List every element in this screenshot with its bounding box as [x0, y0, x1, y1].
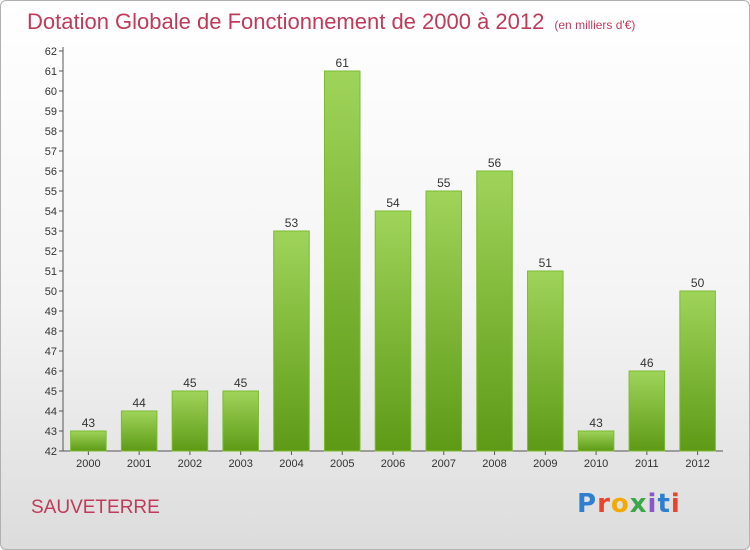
commune-name: SAUVETERRE [31, 497, 160, 518]
x-tick-label-2006: 2006 [381, 458, 405, 470]
chart-bars: 43 44 45 45 53 61 54 55 56 51 43 46 50 [70, 56, 716, 452]
y-tick-label: 46 [45, 366, 57, 378]
y-tick-label: 61 [45, 66, 57, 78]
x-tick-label-2001: 2001 [127, 458, 151, 470]
y-tick-label: 55 [45, 186, 57, 198]
data-label-2000: 43 [82, 416, 96, 430]
logo-letter: r [597, 489, 611, 519]
y-tick-label: 45 [45, 386, 57, 398]
bar-2005[interactable] [323, 70, 361, 452]
x-tick-label-2000: 2000 [76, 458, 100, 470]
data-label-2005: 61 [336, 56, 350, 70]
chart-unit: (en milliers d'€) [554, 18, 636, 32]
x-tick-label-2003: 2003 [228, 458, 252, 470]
y-tick-label: 50 [45, 286, 57, 298]
data-label-2012: 50 [691, 276, 705, 290]
bar-2011[interactable] [628, 370, 666, 452]
data-label-2006: 54 [386, 196, 400, 210]
y-tick-label: 58 [45, 126, 57, 138]
data-label-2002: 45 [183, 376, 197, 390]
data-label-2010: 43 [589, 416, 603, 430]
data-label-2011: 46 [640, 356, 654, 370]
y-tick-label: 43 [45, 426, 57, 438]
x-tick-label-2005: 2005 [330, 458, 354, 470]
x-tick-label-2011: 2011 [635, 458, 659, 470]
bar-2008[interactable] [476, 170, 513, 452]
x-tick-label-2009: 2009 [533, 458, 557, 470]
chart-title-text: Dotation Globale de Fonctionnement de 20… [27, 9, 545, 34]
y-tick-label: 62 [45, 46, 57, 58]
bar-2007[interactable] [425, 190, 463, 452]
bar-2002[interactable] [171, 390, 209, 452]
data-label-2004: 53 [285, 216, 299, 230]
x-tick-label-2012: 2012 [685, 458, 709, 470]
bar-2004[interactable] [273, 230, 310, 452]
bar-2009[interactable] [527, 270, 564, 452]
logo-letter: P [577, 489, 598, 519]
y-tick-label: 49 [45, 306, 57, 318]
bar-2000[interactable] [70, 430, 107, 452]
x-tick-label-2002: 2002 [178, 458, 202, 470]
proxiti-logo[interactable]: Proxiti [577, 489, 681, 519]
y-tick-label: 59 [45, 106, 57, 118]
y-tick-label: 42 [45, 446, 57, 458]
data-label-2007: 55 [437, 176, 451, 190]
bar-2003[interactable] [222, 390, 259, 452]
logo-letter: i [670, 489, 681, 519]
y-tick-label: 57 [45, 146, 57, 158]
bar-2006[interactable] [374, 210, 412, 452]
bar-2010[interactable] [577, 430, 615, 452]
y-tick-label: 60 [45, 86, 57, 98]
logo-letter: x [629, 489, 648, 519]
chart-axes: 42 43 44 45 46 47 48 49 50 51 52 53 54 55 56 57 58 59 60 61… [45, 46, 723, 470]
y-tick-label: 56 [45, 166, 57, 178]
bar-2001[interactable] [120, 410, 158, 452]
y-tick-label: 48 [45, 326, 57, 338]
x-tick-label-2010: 2010 [584, 458, 608, 470]
y-tick-label: 44 [45, 406, 57, 418]
data-label-2009: 51 [539, 256, 553, 270]
x-tick-label-2008: 2008 [482, 458, 506, 470]
logo-letter: i [647, 489, 658, 519]
data-label-2008: 56 [488, 156, 502, 170]
data-label-2001: 44 [132, 396, 146, 410]
y-tick-label: 52 [45, 246, 57, 258]
y-tick-label: 53 [45, 226, 57, 238]
data-label-2003: 45 [234, 376, 248, 390]
y-tick-label: 54 [45, 206, 57, 218]
chart-title: Dotation Globale de Fonctionnement de 20… [27, 9, 635, 35]
logo-letter: t [657, 489, 671, 519]
x-tick-label-2007: 2007 [432, 458, 456, 470]
x-tick-label-2004: 2004 [279, 458, 303, 470]
logo-letter: o [610, 489, 630, 519]
bar-2012[interactable] [679, 290, 716, 452]
y-tick-label: 51 [45, 266, 57, 278]
y-tick-label: 47 [45, 346, 57, 358]
